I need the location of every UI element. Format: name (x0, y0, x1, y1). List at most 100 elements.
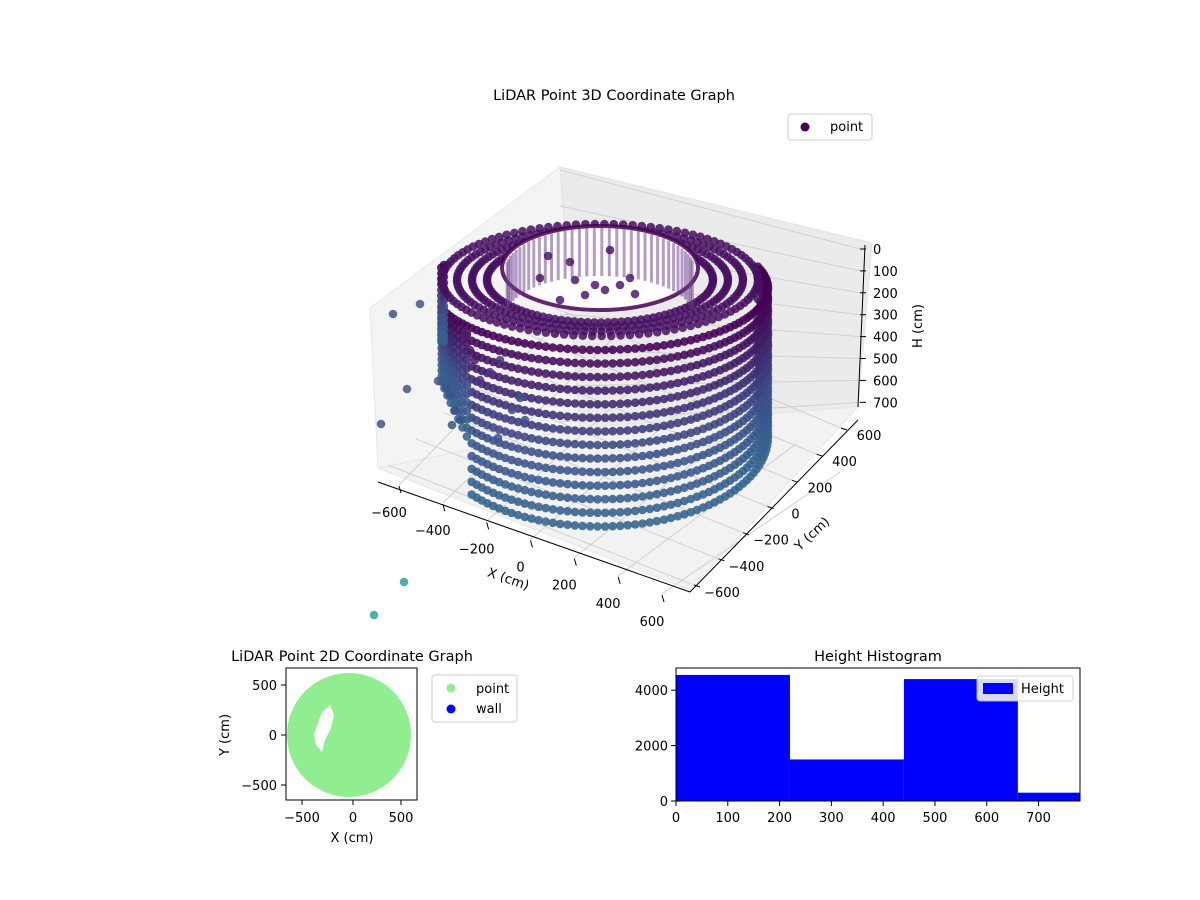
cloud-point (593, 481, 602, 491)
cloud-point (615, 521, 625, 531)
hist-bar (789, 759, 904, 801)
cloud-point (686, 455, 696, 464)
cloud-point (527, 447, 536, 457)
cloud-point (535, 273, 545, 283)
chart3d-title: LiDAR Point 3D Coordinate Graph (493, 88, 735, 104)
cloud-point (510, 228, 519, 238)
cloud-point (467, 439, 477, 448)
hist-legend: Height (976, 675, 1074, 702)
cloud-point (541, 355, 550, 365)
cloud-point (513, 430, 523, 440)
x-tick (617, 576, 621, 584)
cloud-point (563, 385, 572, 394)
y-tick-label: 200 (808, 481, 833, 496)
cloud-point (680, 510, 689, 519)
cloud-point (686, 321, 695, 331)
cloud-point (666, 446, 676, 456)
z-tick-label: 700 (873, 396, 898, 411)
cloud-point (541, 396, 550, 405)
cloud-point (578, 399, 587, 409)
cloud-point (439, 325, 449, 335)
cloud-point (520, 379, 530, 388)
x-tick-label: 0 (672, 811, 680, 826)
cloud-point (686, 415, 696, 424)
cloud-point (673, 338, 682, 348)
cloud-point (487, 234, 497, 244)
cloud-point (708, 315, 717, 324)
cloud-point (570, 480, 580, 490)
cloud-point (518, 226, 527, 236)
cloud-point (585, 467, 595, 477)
cloud-point (753, 273, 763, 282)
chart3d-y-axis (689, 419, 859, 593)
cloud-point (527, 340, 536, 349)
cloud-point (578, 494, 587, 504)
cloud-point (593, 522, 602, 531)
cloud-point (527, 487, 536, 497)
cloud-point (578, 372, 587, 382)
cloud-point (673, 472, 682, 481)
cloud-point (593, 495, 602, 504)
cloud-point (666, 513, 676, 523)
cloud-point (475, 375, 485, 385)
cloud-point (623, 371, 632, 381)
cloud-point (686, 388, 696, 398)
cloud-point (666, 460, 676, 469)
cloud-point (520, 472, 530, 482)
chart3d-legend-label: point (830, 120, 863, 135)
x-tick-label: 200 (552, 579, 577, 594)
cloud-point (593, 400, 602, 409)
cloud-point (652, 503, 662, 512)
cloud-point (534, 435, 543, 445)
cloud-point (600, 427, 610, 436)
cloud-point (513, 510, 523, 520)
cloud-point (548, 383, 558, 393)
cloud-point (555, 506, 565, 515)
cloud-point (652, 382, 662, 392)
cloud-point (462, 432, 472, 441)
cloud-point (608, 467, 617, 477)
cloud-point (555, 295, 565, 305)
cloud-point (652, 342, 662, 351)
x-tick-label: 400 (871, 811, 896, 826)
cloud-point (666, 393, 676, 403)
cloud-point (541, 450, 550, 459)
cloud-point (673, 511, 682, 521)
cloud-point (652, 409, 662, 418)
cloud-point (666, 353, 676, 362)
cloud-point (638, 492, 647, 501)
cloud-point (593, 440, 602, 450)
cloud-point (638, 519, 647, 528)
y-tick (742, 532, 750, 536)
cloud-point (630, 371, 640, 381)
z-tick-label: 600 (873, 374, 898, 389)
cloud-point (580, 290, 590, 300)
cloud-point (680, 390, 689, 400)
legend-height-swatch (983, 683, 1013, 694)
cloud-point (513, 444, 523, 453)
cloud-point (376, 419, 386, 429)
y-tick-label: 500 (252, 679, 277, 694)
cloud-point (415, 299, 425, 309)
cloud-point (439, 313, 449, 323)
cloud-point (600, 386, 610, 396)
cloud-point (520, 415, 530, 425)
cloud-point (630, 398, 640, 408)
cloud-point (608, 372, 617, 382)
cloud-point (576, 317, 586, 327)
x-grid (617, 443, 797, 577)
cloud-point (608, 413, 617, 422)
cloud-point (541, 517, 550, 526)
chart3d-inner-rim (500, 224, 700, 312)
cloud-point (600, 372, 610, 382)
cloud-point (630, 493, 640, 502)
cloud-point (673, 458, 682, 468)
cloud-point (555, 371, 565, 380)
cloud-point (585, 359, 595, 368)
cloud-point (673, 405, 682, 414)
cloud-point (502, 230, 511, 240)
x-tick-label: 600 (974, 811, 999, 826)
cloud-point (455, 415, 465, 425)
cloud-point (608, 440, 617, 450)
cloud-point (608, 481, 617, 490)
